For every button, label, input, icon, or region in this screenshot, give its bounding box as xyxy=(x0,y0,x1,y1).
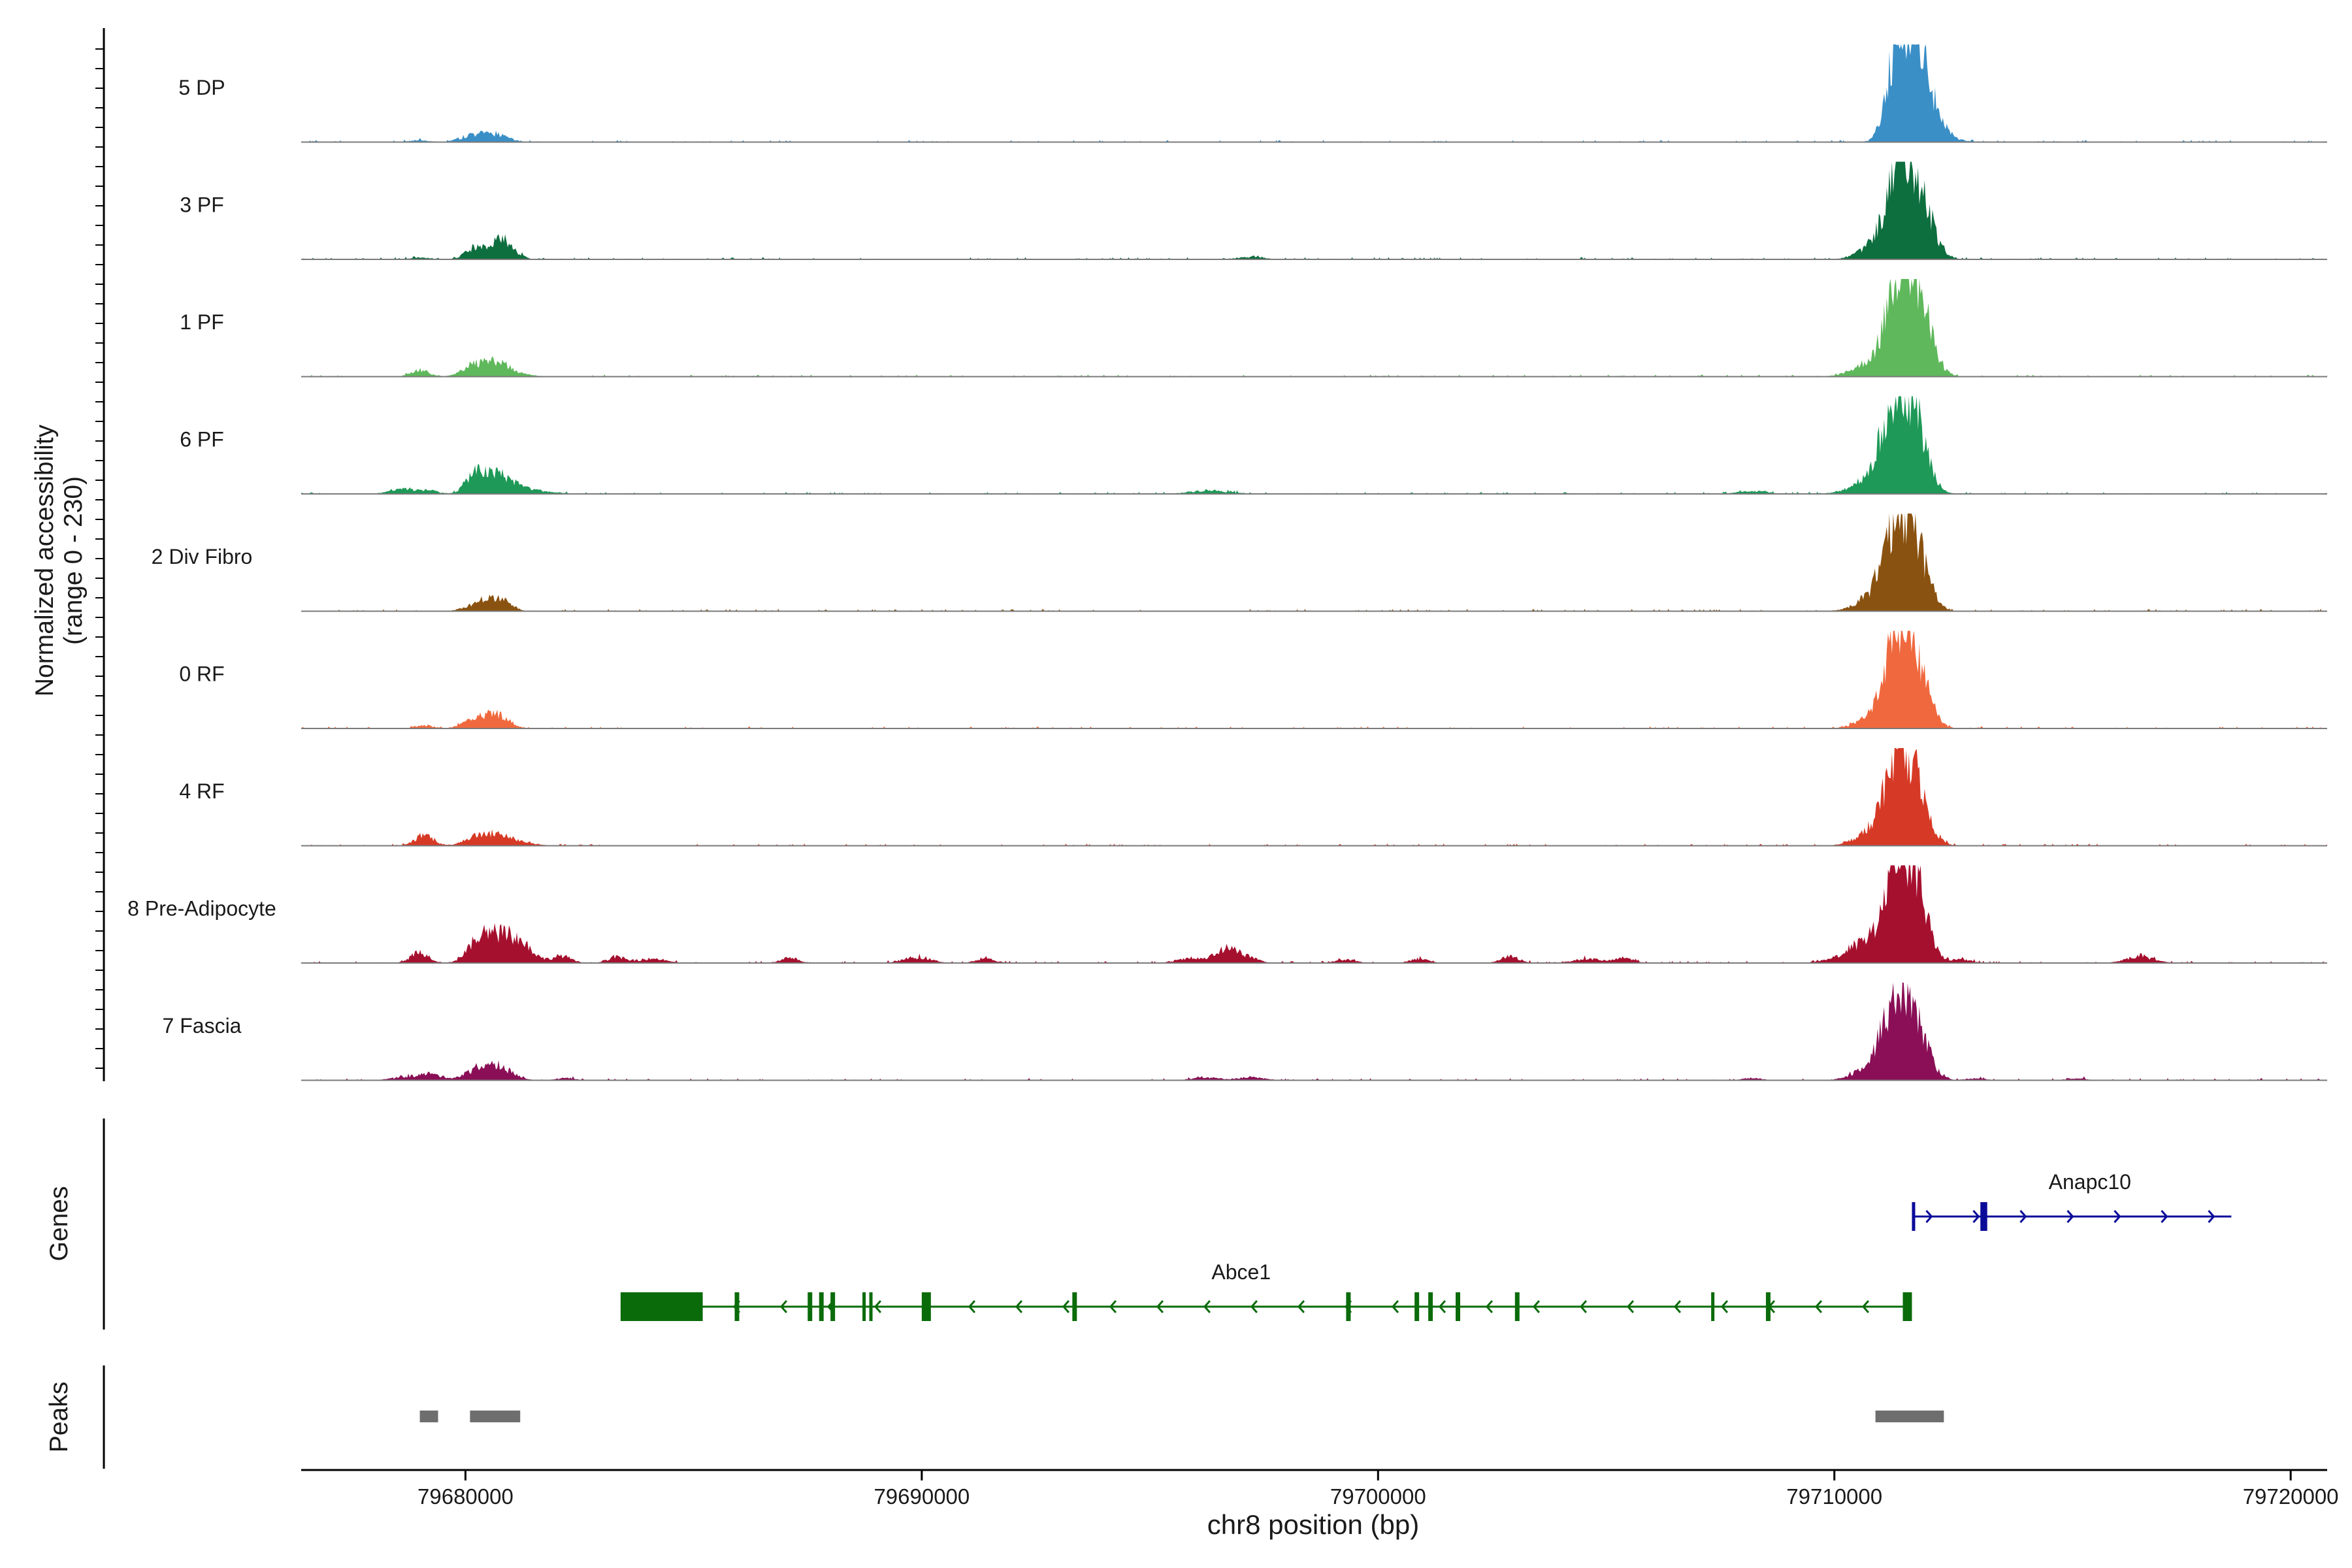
x-tick-label: 79720000 xyxy=(2243,1484,2339,1509)
peak-region xyxy=(470,1411,521,1422)
exon xyxy=(1346,1292,1351,1321)
exon xyxy=(862,1292,866,1321)
exon xyxy=(1765,1292,1771,1321)
strand-arrow xyxy=(1203,1300,1211,1313)
exon xyxy=(1428,1292,1433,1321)
exon xyxy=(1514,1292,1520,1321)
coverage-track: 7 Fascia xyxy=(163,983,2327,1081)
x-tick-label: 79710000 xyxy=(1786,1484,1882,1509)
coverage-y-axis-label-line2: (range 0 - 230) xyxy=(59,476,88,645)
x-axis: 79680000 79690000 79700000 79710000 79720000 xyxy=(301,1469,2339,1509)
track-label: 2 Div Fibro xyxy=(152,545,253,568)
coverage-area xyxy=(301,396,2327,494)
coverage-track: 0 RF xyxy=(179,630,2327,729)
strand-arrow xyxy=(2066,1210,2074,1223)
strand-arrow xyxy=(2019,1210,2027,1223)
strand-arrow xyxy=(1015,1300,1023,1313)
coverage-area xyxy=(301,514,2327,612)
strand-arrow xyxy=(1391,1300,1399,1313)
track-label: 4 RF xyxy=(179,779,224,803)
exon xyxy=(921,1292,931,1321)
x-tick-label: 79700000 xyxy=(1330,1484,1426,1509)
coverage-area xyxy=(301,161,2327,259)
exon xyxy=(1912,1202,1916,1231)
strand-arrow xyxy=(1861,1300,1870,1313)
track-label: 8 Pre-Adipocyte xyxy=(127,897,276,921)
peaks-track xyxy=(419,1411,1944,1422)
coverage-track: 6 PF xyxy=(180,396,2327,495)
strand-arrow xyxy=(1626,1300,1635,1313)
coverage-track: 2 Div Fibro xyxy=(152,514,2327,612)
x-tick-label: 79690000 xyxy=(874,1484,970,1509)
exon xyxy=(830,1292,836,1321)
x-tick-label: 79680000 xyxy=(417,1484,514,1509)
strand-arrow xyxy=(2161,1210,2168,1223)
exon xyxy=(734,1292,740,1321)
coverage-track: 3 PF xyxy=(180,161,2327,260)
exon xyxy=(1072,1292,1077,1321)
exon xyxy=(1711,1292,1715,1321)
track-label: 6 PF xyxy=(180,428,224,451)
exon xyxy=(620,1292,703,1321)
exon xyxy=(869,1292,873,1321)
track-label: 3 PF xyxy=(180,193,224,217)
coverage-y-axis xyxy=(95,28,105,1081)
coverage-track: 4 RF xyxy=(179,748,2327,847)
strand-arrow xyxy=(1062,1300,1070,1313)
coverage-tracks: 5 DP 3 PF 1 PF 6 PF 2 Div Fibro 0 RF 4 RF 8 Pre… xyxy=(127,44,2327,1081)
strand-arrow xyxy=(1297,1300,1305,1313)
strand-arrow xyxy=(1720,1300,1729,1313)
strand-arrow xyxy=(1156,1300,1164,1313)
strand-arrow xyxy=(1972,1210,1980,1223)
track-label: 1 PF xyxy=(180,310,224,334)
strand-arrow xyxy=(2114,1210,2121,1223)
strand-arrow xyxy=(779,1300,788,1313)
peaks-track-label: Peaks xyxy=(45,1382,73,1452)
track-label: 5 DP xyxy=(178,76,225,99)
coverage-track: 1 PF xyxy=(180,279,2327,378)
coverage-track: 5 DP xyxy=(178,44,2327,143)
gene-anapc10: Anapc10 xyxy=(1912,1170,2232,1231)
coverage-area xyxy=(301,44,2327,142)
exon xyxy=(1980,1202,1987,1231)
strand-arrow xyxy=(1438,1300,1446,1313)
strand-arrow xyxy=(1814,1300,1823,1313)
exon xyxy=(1414,1292,1420,1321)
exon xyxy=(1903,1292,1912,1321)
gene-label: Anapc10 xyxy=(2049,1170,2131,1194)
gene-abce1: Abce1 xyxy=(620,1260,1912,1321)
coverage-track: 8 Pre-Adipocyte xyxy=(127,865,2327,964)
exon xyxy=(808,1292,813,1321)
strand-arrow xyxy=(968,1300,976,1313)
x-axis-label: chr8 position (bp) xyxy=(1207,1509,1420,1540)
strand-arrow xyxy=(1109,1300,1117,1313)
track-label: 7 Fascia xyxy=(163,1014,242,1037)
exon xyxy=(819,1292,824,1321)
coverage-area xyxy=(301,983,2327,1081)
genes-track: Abce1 Anapc10 xyxy=(620,1170,2232,1321)
track-label: 0 RF xyxy=(179,662,224,686)
genes-track-label: Genes xyxy=(45,1186,73,1262)
strand-arrow xyxy=(1673,1300,1682,1313)
gene-label: Abce1 xyxy=(1211,1260,1271,1284)
exon xyxy=(1456,1292,1460,1321)
strand-arrow xyxy=(1532,1300,1541,1313)
coverage-y-axis-label-line1: Normalized accessibility xyxy=(31,424,59,696)
coverage-area xyxy=(301,279,2327,377)
coverage-area xyxy=(301,748,2327,846)
strand-arrow xyxy=(1579,1300,1588,1313)
coverage-area xyxy=(301,865,2327,963)
strand-arrow xyxy=(1250,1300,1258,1313)
strand-arrow xyxy=(1485,1300,1494,1313)
strand-arrow xyxy=(1925,1210,1933,1223)
peak-region xyxy=(1875,1411,1944,1422)
strand-arrow xyxy=(2208,1210,2215,1223)
coverage-area xyxy=(301,630,2327,728)
strand-arrow xyxy=(874,1300,882,1313)
peak-region xyxy=(419,1411,438,1422)
